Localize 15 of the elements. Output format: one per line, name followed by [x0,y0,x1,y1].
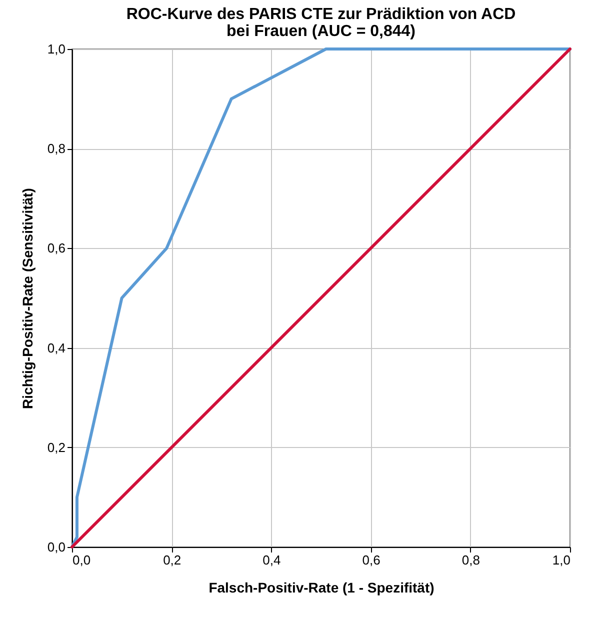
x-tick-label: 0,2 [163,552,182,568]
x-tick-label: 0,4 [262,552,281,568]
y-tick-label: 0,6 [47,240,66,256]
y-tick-label: 0,4 [47,340,66,356]
y-tick-label: 0,0 [47,540,66,554]
y-tick-label: 0,8 [47,141,66,156]
y-tick-label: 0,2 [47,440,66,455]
x-tick-label: 0,8 [462,552,480,568]
x-tick-label: 0,6 [362,552,380,568]
x-tick-label: 0,0 [72,552,91,568]
x-tick-label: 1,0 [552,552,570,568]
y-axis-title: Richtig-Positiv-Rate (Sensitivität) [19,188,36,409]
chart-title: ROC-Kurve des PARIS CTE zur Prädiktion von ACD bei Frauen (AUC = 0,844) [126,6,516,40]
x-axis-title: Falsch-Positiv-Rate (1 - Spezifität) [208,580,434,596]
y-tick-label: 1,0 [47,42,66,56]
